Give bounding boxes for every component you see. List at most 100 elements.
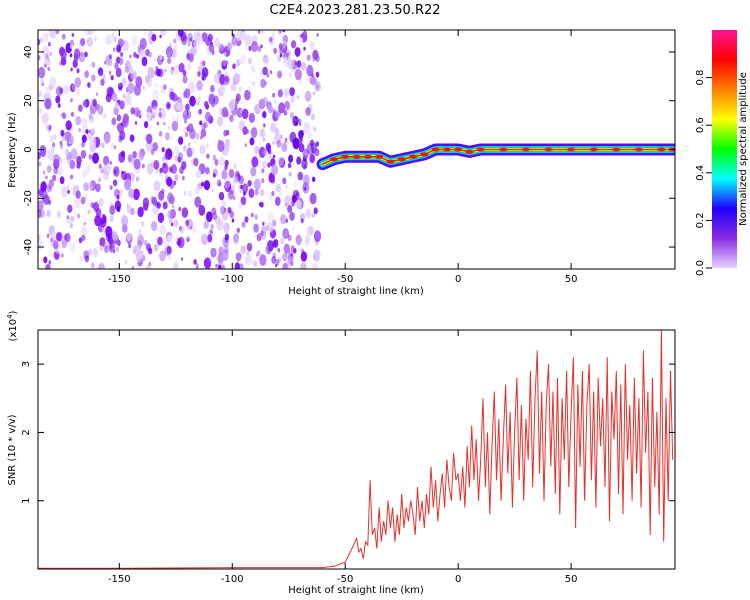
noise-blob xyxy=(195,169,202,179)
noise-blob xyxy=(109,54,112,59)
noise-blob xyxy=(126,83,133,96)
noise-blob xyxy=(78,127,82,133)
noise-blob xyxy=(283,89,290,99)
noise-blob xyxy=(166,52,171,59)
noise-blob xyxy=(151,220,158,232)
noise-blob xyxy=(248,112,255,123)
signal-hotspot xyxy=(341,154,350,159)
noise-blob xyxy=(200,181,205,187)
noise-blob xyxy=(311,212,316,218)
noise-blob xyxy=(122,116,129,128)
noise-blob xyxy=(214,37,220,47)
noise-blob xyxy=(156,169,159,174)
noise-blob xyxy=(138,151,144,161)
snr-series-line xyxy=(38,330,674,569)
noise-blob xyxy=(284,87,289,96)
signal-hotspot xyxy=(386,159,395,164)
noise-blob xyxy=(111,92,118,102)
noise-blob xyxy=(282,262,288,269)
noise-blob xyxy=(170,164,177,174)
noise-blob xyxy=(205,111,211,122)
noise-blob xyxy=(217,140,225,152)
noise-blob xyxy=(207,234,213,243)
noise-blob xyxy=(225,223,229,229)
noise-blob xyxy=(119,130,126,141)
noise-blob xyxy=(181,207,189,218)
noise-blob xyxy=(290,253,293,257)
noise-blob xyxy=(40,37,43,42)
noise-blob xyxy=(181,257,184,261)
top-x-axis-label: Height of straight line (km) xyxy=(288,286,424,297)
noise-blob xyxy=(67,158,71,165)
noise-blob xyxy=(114,102,119,109)
noise-blob xyxy=(315,141,319,147)
noise-blob xyxy=(178,206,182,212)
noise-blob xyxy=(272,108,276,115)
noise-blob xyxy=(250,65,254,70)
y-tick-label: 1 xyxy=(21,498,32,504)
bottom-y-axis-label: SNR (10 * v/v) xyxy=(7,414,18,485)
noise-blob xyxy=(41,113,49,125)
x-tick-label: -100 xyxy=(221,574,244,585)
noise-blob xyxy=(70,174,74,180)
noise-blob xyxy=(297,171,304,181)
noise-blob xyxy=(314,81,322,92)
noise-blob xyxy=(195,99,200,107)
noise-blob xyxy=(192,99,196,105)
noise-blob xyxy=(88,113,93,120)
noise-blob xyxy=(81,134,87,143)
noise-blob xyxy=(70,111,75,117)
noise-blob xyxy=(114,188,120,198)
noise-blob xyxy=(197,71,201,77)
noise-blob xyxy=(151,33,157,42)
noise-blob xyxy=(186,62,192,71)
noise-blob xyxy=(309,153,316,164)
noise-blob xyxy=(123,94,126,98)
chart-title: C2E4.2023.281.23.50.R22 xyxy=(269,3,440,18)
noise-blob xyxy=(193,157,199,167)
noise-blob xyxy=(189,37,193,42)
noise-blob xyxy=(211,189,214,193)
noise-blob xyxy=(87,209,91,215)
noise-blob xyxy=(124,65,130,74)
noise-blob xyxy=(165,132,170,141)
noise-blob xyxy=(97,105,104,115)
noise-blob xyxy=(182,146,186,152)
noise-blob xyxy=(182,69,187,77)
noise-blob xyxy=(277,156,285,167)
top-y-axis-label: Frequency (Hz) xyxy=(7,112,18,188)
noise-blob xyxy=(111,117,117,126)
noise-blob xyxy=(195,132,200,140)
noise-blob xyxy=(219,156,226,167)
noise-blob xyxy=(145,75,150,83)
noise-blob xyxy=(254,104,261,115)
noise-blob xyxy=(248,57,252,65)
noise-blob xyxy=(281,142,288,153)
noise-blob xyxy=(152,142,159,152)
noise-blob xyxy=(277,89,283,98)
noise-blob xyxy=(198,108,203,115)
noise-blob xyxy=(140,49,147,60)
noise-blob xyxy=(300,251,308,262)
noise-blob xyxy=(294,182,297,186)
noise-blob xyxy=(271,164,278,176)
noise-blob xyxy=(167,254,172,261)
noise-blob xyxy=(292,227,295,231)
noise-blob xyxy=(133,51,137,58)
noise-blob xyxy=(221,265,226,269)
noise-blob xyxy=(165,101,171,110)
snr-frame xyxy=(37,329,676,570)
noise-blob xyxy=(232,33,235,38)
noise-blob xyxy=(98,197,105,207)
noise-blob xyxy=(43,256,48,264)
noise-blob xyxy=(222,60,226,67)
noise-blob xyxy=(166,246,172,255)
noise-blob xyxy=(174,174,179,181)
noise-blob xyxy=(273,239,279,248)
noise-blob xyxy=(251,41,258,53)
y-tick-label: -40 xyxy=(23,239,34,255)
noise-blob xyxy=(146,243,152,252)
x-tick-label: -50 xyxy=(337,574,353,585)
noise-blob xyxy=(304,238,310,247)
noise-blob xyxy=(313,230,322,242)
